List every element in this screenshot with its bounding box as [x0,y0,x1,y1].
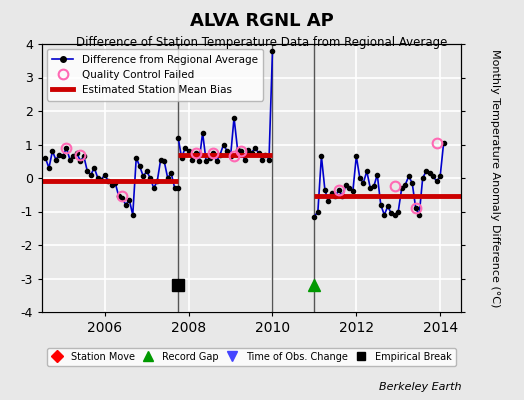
Text: ALVA RGNL AP: ALVA RGNL AP [190,12,334,30]
Legend: Station Move, Record Gap, Time of Obs. Change, Empirical Break: Station Move, Record Gap, Time of Obs. C… [48,348,455,366]
Text: Berkeley Earth: Berkeley Earth [379,382,461,392]
Y-axis label: Monthly Temperature Anomaly Difference (°C): Monthly Temperature Anomaly Difference (… [489,49,499,307]
Text: Difference of Station Temperature Data from Regional Average: Difference of Station Temperature Data f… [77,36,447,49]
